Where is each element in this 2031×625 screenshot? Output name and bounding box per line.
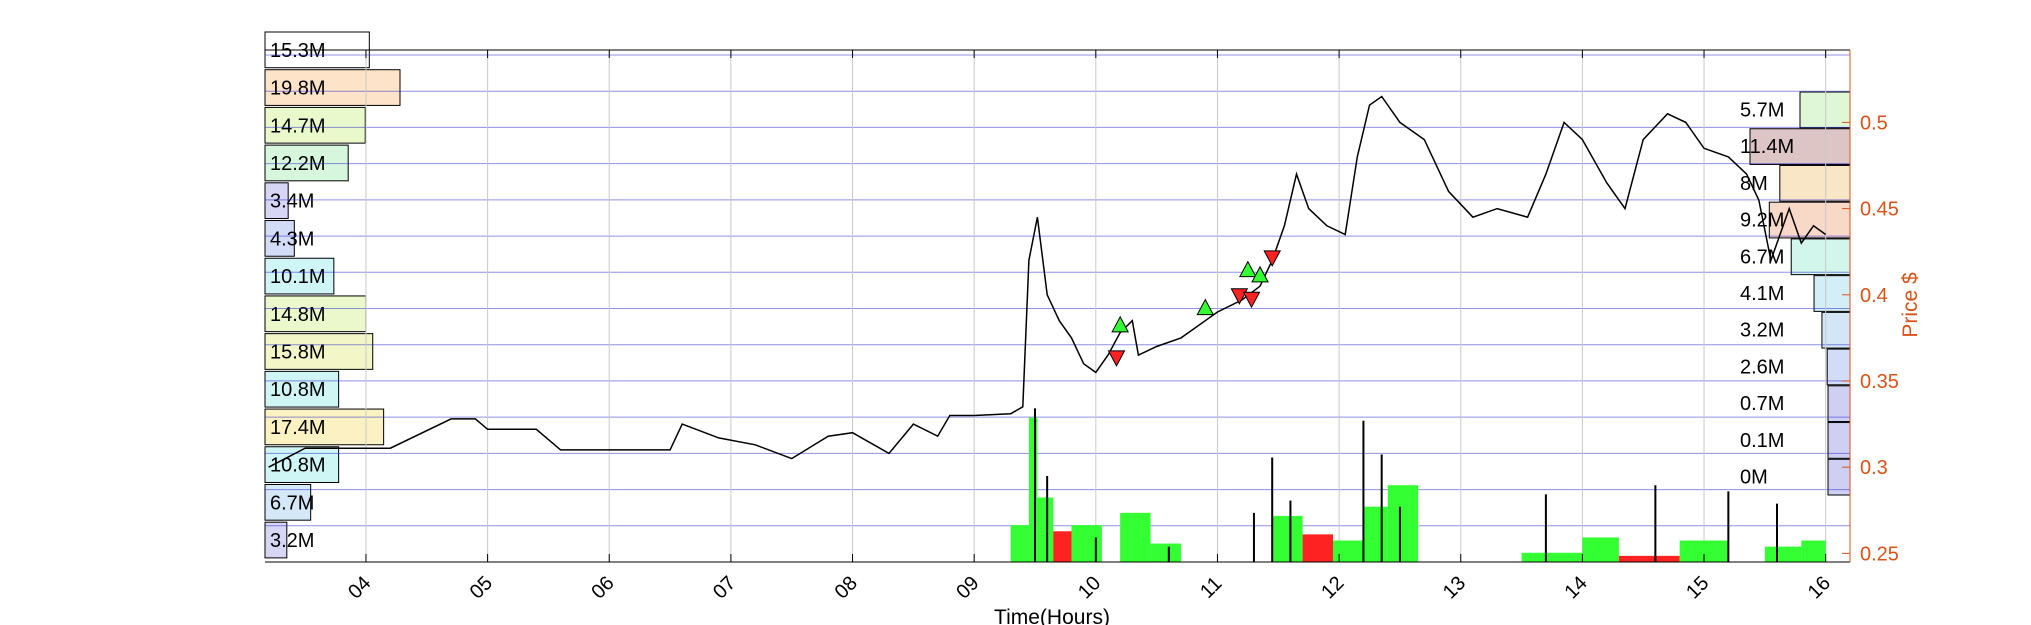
left-volume-profile: 15.3M19.8M14.7M12.2M3.4M4.3M10.1M14.8M15… <box>264 31 401 559</box>
profile-left-label: 10.1M <box>270 266 326 288</box>
buy-marker <box>1196 298 1215 316</box>
profile-right-label: 0M <box>1740 467 1768 489</box>
profile-right-bar <box>1779 164 1851 202</box>
y-axis-title: Price $ <box>1899 272 1922 338</box>
buy-volume-bar <box>1071 525 1102 562</box>
buy-volume-bar <box>1387 485 1419 562</box>
buy-volume-bar <box>1764 546 1802 562</box>
profile-left-bar <box>264 483 312 521</box>
sell-marker <box>1230 288 1249 305</box>
y-tick-label: 0.25 <box>1860 543 1899 565</box>
y-tick-label: 0.3 <box>1860 457 1888 479</box>
profile-left-label: 19.8M <box>270 78 326 100</box>
x-tick-label: 07 <box>709 572 740 603</box>
x-tick-label: 06 <box>587 572 618 603</box>
profile-right-label: 2.6M <box>1740 356 1784 378</box>
sell-volume-bar <box>1302 534 1334 562</box>
x-tick-label: 11 <box>1196 573 1226 603</box>
profile-left-label: 3.4M <box>270 191 314 213</box>
profile-left-bar <box>264 220 295 257</box>
profile-left-bar <box>264 106 366 144</box>
buy-marker <box>1111 315 1129 333</box>
x-tick-label: 08 <box>831 572 862 603</box>
x-tick-label: 05 <box>466 572 497 603</box>
profile-left-label: 14.7M <box>270 115 326 137</box>
profile-right-label: 0.7M <box>1740 393 1784 415</box>
profile-left-label: 10.8M <box>270 379 326 401</box>
profile-right-label: 6.7M <box>1740 246 1784 268</box>
buy-marker <box>1239 260 1257 278</box>
profile-left-label: 17.4M <box>270 417 326 439</box>
profile-left-label: 4.3M <box>270 228 314 250</box>
buy-volume-bar <box>1028 417 1038 562</box>
profile-left-bar <box>264 408 385 446</box>
x-tick-label: 10 <box>1074 572 1105 603</box>
profile-right-label: 3.2M <box>1740 320 1784 342</box>
axes: 04 05 06 07 08 09 10 11 12 13 14 15 16 0.25 0.3 0.35 0.4… <box>265 49 1899 603</box>
profile-right-bar <box>1826 348 1851 386</box>
buy-volume-bar <box>1333 540 1364 562</box>
volume-bars <box>1010 408 1826 562</box>
x-axis-title: Time(Hours) <box>994 606 1110 625</box>
buy-volume-bar <box>1150 543 1181 562</box>
profile-right-bar <box>1813 275 1851 312</box>
profile-right-bar <box>1749 128 1851 165</box>
x-tick-label: 13 <box>1439 572 1470 603</box>
sell-volume-bar <box>1053 531 1072 562</box>
right-volume-profile: 5.7M11.4M8M9.2M6.7M4.1M3.2M2.6M0.7M0.1M0… <box>1740 91 1851 496</box>
buy-volume-bar <box>1679 540 1729 562</box>
y-tick-label: 0.35 <box>1860 371 1899 393</box>
price-series-line <box>268 95 1827 468</box>
profile-left-label: 14.8M <box>270 304 326 326</box>
buy-volume-bar <box>1801 540 1826 562</box>
sell-volume-bar <box>1618 555 1680 562</box>
buy-volume-bar <box>1582 537 1619 562</box>
profile-left-bar <box>264 69 401 106</box>
buy-volume-bar <box>1363 506 1388 562</box>
profile-left-bar <box>264 295 367 333</box>
profile-left-bar <box>264 446 340 483</box>
profile-left-bar <box>264 521 288 559</box>
y-tick-label: 0.45 <box>1860 199 1899 221</box>
profile-left-bar <box>264 144 349 182</box>
profile-left-label: 3.2M <box>270 530 314 552</box>
buy-marker <box>1251 265 1269 283</box>
profile-right-label: 8M <box>1740 173 1768 195</box>
price-line <box>268 95 1827 468</box>
profile-right-label: 5.7M <box>1740 99 1784 121</box>
buy-volume-bar <box>1120 512 1151 562</box>
sell-marker <box>1242 291 1261 309</box>
profile-left-bar <box>264 257 335 295</box>
profile-left-bar <box>264 370 340 408</box>
y-tick-label: 0.5 <box>1860 112 1888 134</box>
profile-left-label: 15.8M <box>270 342 326 364</box>
x-tick-label: 12 <box>1317 572 1348 603</box>
profile-right-label: 11.4M <box>1740 136 1794 158</box>
profile-left-bar <box>264 333 374 370</box>
x-tick-label: 15 <box>1682 572 1713 603</box>
sell-marker <box>1107 350 1126 367</box>
x-tick-label: 14 <box>1560 572 1591 603</box>
profile-left-bar <box>264 182 289 220</box>
profile-right-label: 0.1M <box>1740 430 1784 452</box>
grid <box>265 50 1850 562</box>
buy-volume-bar <box>1521 552 1583 562</box>
x-tick-label: 04 <box>344 572 375 603</box>
trade-markers <box>1107 250 1282 367</box>
x-tick-label: 09 <box>952 572 983 603</box>
buy-volume-bar <box>1037 497 1054 562</box>
x-tick-label: 16 <box>1804 572 1835 603</box>
profile-left-label: 15.3M <box>270 40 326 62</box>
sell-marker <box>1263 250 1282 267</box>
profile-right-label: 4.1M <box>1740 283 1784 305</box>
y-tick-label: 0.4 <box>1860 285 1888 307</box>
buy-volume-bar <box>1272 515 1303 562</box>
profile-right-bar <box>1821 311 1851 349</box>
profile-right-bar <box>1790 238 1851 276</box>
profile-right-bar <box>1827 385 1851 423</box>
profile-left-label: 10.8M <box>270 455 326 477</box>
profile-left-label: 6.7M <box>270 492 314 514</box>
buy-volume-bar <box>1010 525 1029 562</box>
